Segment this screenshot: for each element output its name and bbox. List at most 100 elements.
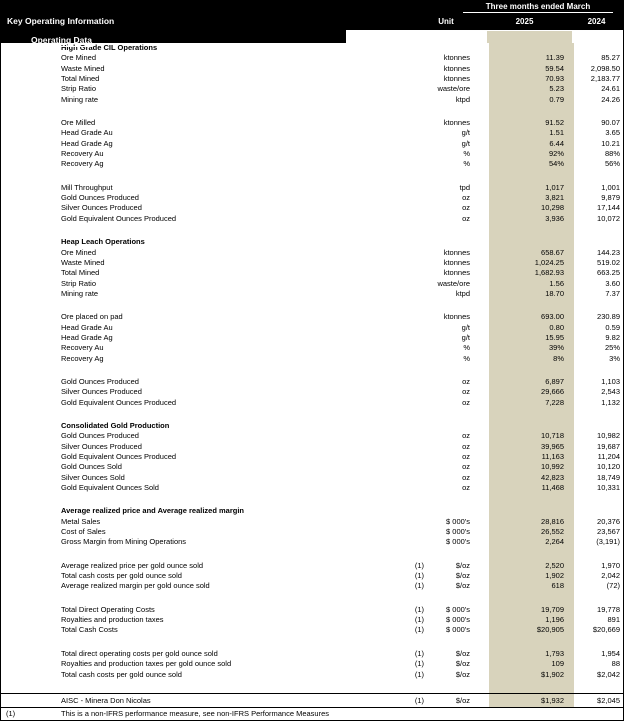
unit-cell: oz (462, 376, 470, 386)
value-2025 (489, 635, 574, 649)
table-row: Gold Equivalent Ounces Produced oz 7,228 1,… (1, 397, 623, 409)
row-label: Gold Ounces Produced (61, 431, 139, 441)
value-2024: 25% (604, 343, 620, 353)
table-row: Total direct operating costs per gold ou… (1, 648, 623, 660)
value-2025: 2,264 (489, 537, 574, 548)
footnote-ref: (1) (414, 571, 424, 581)
spacer-row (1, 224, 623, 238)
unit-cell: $/oz (455, 560, 470, 570)
unit-cell: ktonnes (443, 63, 470, 73)
subtitle: Operating Data (31, 35, 92, 47)
unit-cell: ktonnes (443, 247, 470, 257)
value-2025: 618 (489, 581, 574, 592)
table-row: AISC - Minera Don Nicolas (1) $/oz $1,932 $2… (1, 692, 623, 708)
unit-cell: $/oz (455, 581, 470, 591)
row-label: Royalties and production taxes per gold … (61, 659, 232, 669)
value-2025: 91.52 (489, 118, 574, 129)
value-2024: 9,879 (601, 193, 620, 203)
unit-cell: ktonnes (443, 312, 470, 322)
value-2024: 19,687 (597, 441, 620, 451)
row-label: Mill Throughput (61, 182, 113, 192)
value-2024: 0.59 (605, 322, 620, 332)
row-label: Strip Ratio (61, 278, 97, 288)
section-header-row: High Grade CIL Operations (1, 43, 623, 54)
value-2024: 18,749 (597, 472, 620, 482)
footnote-ref: (1) (414, 604, 424, 614)
table-row: Total Mined ktonnes 1,682.93 663.25 (1, 268, 623, 279)
column-header-2024: 2024 (587, 17, 606, 26)
highlight-band (487, 31, 572, 43)
value-2024: 24.61 (601, 84, 620, 94)
value-2024: 10,982 (597, 431, 620, 441)
unit-cell: % (463, 343, 470, 353)
value-2025: 0.79 (489, 94, 574, 106)
unit-cell: oz (462, 193, 470, 203)
value-2025: 70.93 (489, 74, 574, 85)
value-2025 (489, 105, 574, 119)
value-2025 (489, 679, 574, 693)
row-label: Silver Ounces Produced (61, 203, 142, 213)
footnote-row: (1) This is a non-IFRS performance measu… (1, 708, 623, 721)
row-label: AISC - Minera Don Nicolas (61, 695, 151, 705)
section-title: Consolidated Gold Production (61, 420, 170, 430)
value-2025: 10,298 (489, 203, 574, 214)
section-header-row: Consolidated Gold Production (1, 420, 623, 432)
row-label: Recovery Au (61, 149, 104, 159)
table-row: Ore placed on pad ktonnes 693.00 230.89 (1, 312, 623, 323)
value-2025: 10,718 (489, 431, 574, 442)
unit-cell: % (463, 149, 470, 159)
table-row: Total cash costs per gold ounce sold (1) $… (1, 571, 623, 582)
row-label: Gold Ounces Sold (61, 462, 122, 472)
value-2025: 39% (489, 343, 574, 354)
table-row: Total cash costs per gold ounce sold (1) $… (1, 669, 623, 680)
value-2025: $1,932 (489, 693, 574, 707)
unit-cell: g/t (461, 322, 470, 332)
row-label: Ore Mined (61, 53, 97, 63)
value-2025: 6.44 (489, 138, 574, 150)
table-row: Gold Ounces Produced oz 6,897 1,103 (1, 376, 623, 388)
section-header-row: Average realized price and Average reali… (1, 506, 623, 517)
value-2025: 1,017 (489, 182, 574, 194)
value-2024: 20,376 (597, 516, 620, 526)
row-label: Gold Ounces Produced (61, 193, 139, 203)
unit-cell: $/oz (455, 659, 470, 669)
value-2024: 3.60 (605, 278, 620, 288)
value-2025 (489, 493, 574, 507)
table-row: Total Mined ktonnes 70.93 2,183.77 (1, 74, 623, 85)
table-row: Recovery Ag% 54% 56% (1, 159, 623, 170)
table-row: Total Cash Costs (1) $ 000's $20,905 $20,669 (1, 625, 623, 636)
value-2025: 19,709 (489, 604, 574, 616)
table-row: Average realized margin per gold ounce s… (1, 581, 623, 592)
table-row: Head Grade Ag g/t 15.95 9.82 (1, 332, 623, 344)
value-2025: 26,552 (489, 527, 574, 538)
value-2024: 88% (604, 149, 620, 159)
table-row: Head Grade Au g/t 1.51 3.65 (1, 128, 623, 139)
unit-cell: % (463, 159, 470, 169)
table-row: Recovery Au% 39% 25% (1, 343, 623, 354)
table-row: Gold Ounces Produced oz 3,821 9,879 (1, 193, 623, 204)
unit-cell: oz (462, 397, 470, 407)
unit-cell: g/t (461, 332, 470, 342)
value-2025: 1,902 (489, 571, 574, 582)
column-header-2025: 2025 (515, 17, 534, 26)
unit-cell: g/t (461, 138, 470, 148)
value-2024: 519.02 (597, 257, 620, 267)
footnote-ref: (1) (414, 560, 424, 570)
row-label: Total cash costs per gold ounce sold (61, 571, 182, 581)
table-row: Cost of Sales $ 000's 26,552 23,567 (1, 527, 623, 538)
footnote-text: This is a non-IFRS performance measure, … (61, 708, 330, 718)
value-2025: 1.51 (489, 128, 574, 139)
table-row: Gold Ounces Produced oz 10,718 10,982 (1, 431, 623, 442)
row-label: Silver Ounces Produced (61, 441, 142, 451)
value-2025: 42,823 (489, 472, 574, 484)
table-row: Recovery Ag% 8% 3% (1, 353, 623, 364)
value-2024: 144.23 (597, 247, 620, 257)
value-2024: 24.26 (601, 94, 620, 104)
unit-cell: g/t (461, 128, 470, 138)
unit-cell: % (463, 353, 470, 363)
value-2025: 59.54 (489, 63, 574, 75)
table-row: Ore Mined ktonnes 11.39 85.27 (1, 53, 623, 64)
value-2024: 1,103 (601, 376, 620, 386)
row-label: Gold Equivalent Ounces Produced (61, 452, 177, 461)
value-2024: 11,204 (597, 452, 620, 461)
